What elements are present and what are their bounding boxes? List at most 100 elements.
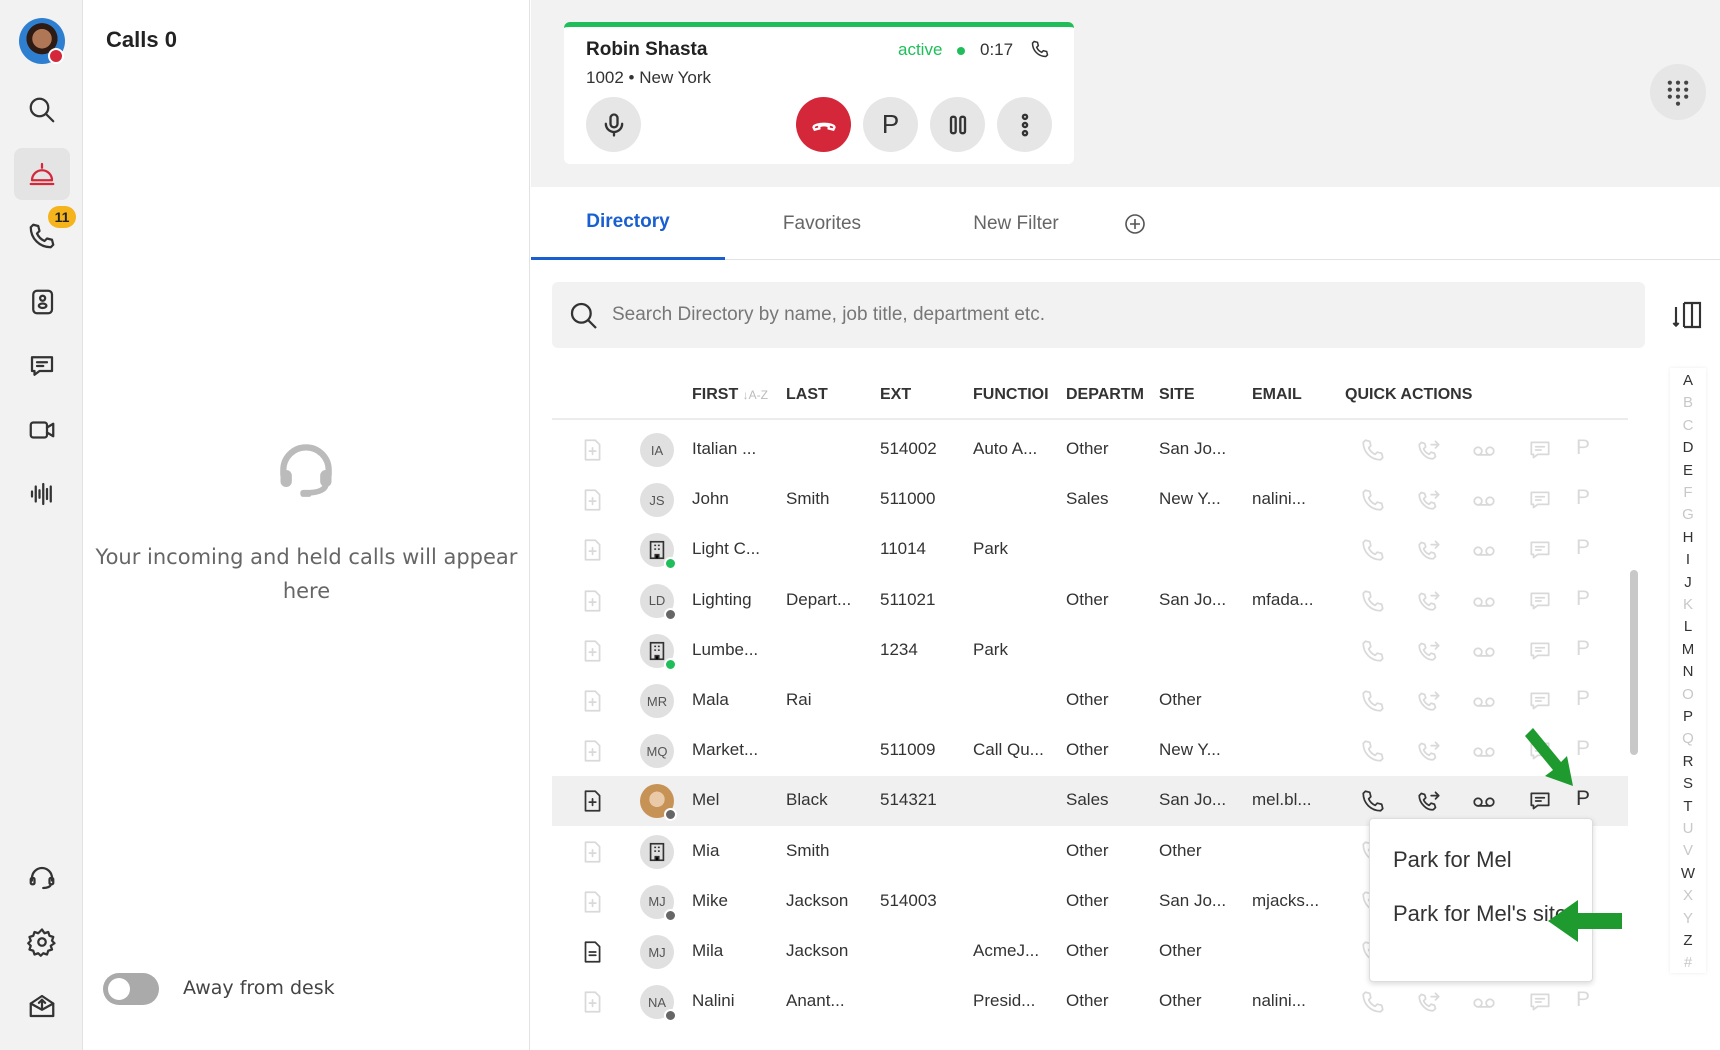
alphabet-letter[interactable]: X: [1682, 887, 1693, 905]
chat-button[interactable]: [1527, 638, 1553, 664]
alphabet-letter[interactable]: G: [1682, 506, 1694, 524]
transfer-button[interactable]: [1416, 437, 1442, 463]
voicemail-button[interactable]: [1471, 537, 1497, 563]
voicemail-button[interactable]: [1471, 487, 1497, 513]
sidebar-front-desk[interactable]: [14, 148, 70, 200]
alphabet-letter[interactable]: B: [1682, 394, 1693, 412]
call-button[interactable]: [1360, 638, 1386, 664]
alphabet-letter[interactable]: Y: [1682, 909, 1693, 927]
alphabet-letter[interactable]: L: [1683, 618, 1693, 636]
call-button[interactable]: [1360, 487, 1386, 513]
sidebar-voice[interactable]: [14, 468, 70, 520]
mute-button[interactable]: [586, 97, 641, 152]
sidebar-calls[interactable]: [14, 210, 70, 262]
add-filter-icon[interactable]: [1123, 212, 1147, 236]
sidebar-update[interactable]: [14, 980, 70, 1032]
transfer-button[interactable]: [1416, 788, 1442, 814]
call-button[interactable]: [1360, 788, 1386, 814]
alphabet-letter[interactable]: Z: [1683, 932, 1693, 949]
transfer-button[interactable]: [1416, 989, 1442, 1015]
contact-card-button[interactable]: [579, 487, 605, 513]
transfer-button[interactable]: [1416, 738, 1442, 764]
park-button[interactable]: P: [1576, 737, 1591, 761]
header-last[interactable]: LAST: [786, 386, 828, 403]
alphabet-letter[interactable]: M: [1681, 640, 1695, 658]
header-department[interactable]: DEPARTM: [1066, 386, 1144, 403]
alphabet-letter[interactable]: #: [1683, 954, 1693, 972]
park-button[interactable]: P: [1576, 436, 1591, 459]
park-button[interactable]: P: [1576, 486, 1591, 510]
table-row[interactable]: LD Lighting Depart... 511021 Other San Jo... m…: [552, 576, 1628, 626]
alphabet-letter[interactable]: N: [1682, 663, 1694, 681]
away-from-desk-toggle[interactable]: [103, 973, 159, 1005]
voicemail-button[interactable]: [1471, 638, 1497, 664]
header-email[interactable]: EMAIL: [1252, 386, 1302, 403]
chat-button[interactable]: [1527, 537, 1553, 563]
alphabet-letter[interactable]: A: [1682, 372, 1693, 389]
alphabet-letter[interactable]: R: [1682, 752, 1694, 770]
tab-new-filter[interactable]: New Filter: [973, 212, 1059, 234]
sidebar-video[interactable]: [14, 404, 70, 456]
transfer-button[interactable]: [1416, 638, 1442, 664]
park-button[interactable]: P: [1576, 586, 1591, 610]
call-button[interactable]: [1360, 437, 1386, 463]
transfer-button[interactable]: [1416, 537, 1442, 563]
column-settings-icon[interactable]: [1672, 298, 1704, 332]
dialpad-button[interactable]: [1650, 64, 1706, 120]
hangup-button[interactable]: [796, 97, 851, 152]
park-button[interactable]: P: [863, 97, 918, 152]
alphabet-letter[interactable]: S: [1682, 775, 1693, 793]
alphabet-letter[interactable]: Q: [1682, 730, 1694, 748]
header-function[interactable]: FUNCTIOI: [973, 386, 1049, 403]
hold-button[interactable]: [930, 97, 985, 152]
call-button[interactable]: [1360, 688, 1386, 714]
sidebar-settings[interactable]: [14, 916, 70, 968]
table-row[interactable]: Lumbe... 1234 Park P: [552, 626, 1628, 676]
chat-button[interactable]: [1527, 487, 1553, 513]
alphabet-letter[interactable]: V: [1682, 842, 1693, 860]
park-for-site-option[interactable]: Park for Mel's site: [1393, 901, 1568, 926]
contact-card-button[interactable]: [579, 889, 605, 915]
alphabet-letter[interactable]: J: [1684, 573, 1692, 591]
table-row[interactable]: MQ Market... 511009 Call Qu... Other New Y...…: [552, 726, 1628, 776]
table-row[interactable]: JS John Smith 511000 Sales New Y... nalini... P: [552, 475, 1628, 525]
alphabet-letter[interactable]: E: [1682, 461, 1693, 479]
chat-button[interactable]: [1527, 688, 1553, 714]
voicemail-button[interactable]: [1471, 588, 1497, 614]
alphabet-letter[interactable]: H: [1682, 528, 1694, 546]
sidebar-chat[interactable]: [14, 340, 70, 392]
call-button[interactable]: [1360, 588, 1386, 614]
contact-card-button[interactable]: [579, 839, 605, 865]
contact-card-button[interactable]: [579, 588, 605, 614]
table-row[interactable]: NA Nalini Anant... Presid... Other Other nalin…: [552, 977, 1628, 1027]
voicemail-button[interactable]: [1471, 437, 1497, 463]
call-button[interactable]: [1360, 738, 1386, 764]
park-button[interactable]: P: [1576, 687, 1591, 710]
chat-button[interactable]: [1527, 588, 1553, 614]
contact-card-button[interactable]: [579, 788, 605, 814]
contact-card-button[interactable]: [579, 537, 605, 563]
contact-card-button[interactable]: [579, 738, 605, 764]
park-button[interactable]: P: [1576, 988, 1591, 1012]
voicemail-button[interactable]: [1471, 788, 1497, 814]
voicemail-button[interactable]: [1471, 989, 1497, 1015]
park-button[interactable]: P: [1576, 787, 1591, 811]
sidebar-search[interactable]: [14, 84, 70, 136]
table-scrollbar[interactable]: [1630, 570, 1638, 755]
contact-card-button[interactable]: [579, 437, 605, 463]
voicemail-button[interactable]: [1471, 688, 1497, 714]
alphabet-letter[interactable]: U: [1682, 820, 1694, 837]
park-button[interactable]: P: [1576, 636, 1591, 660]
alphabet-letter[interactable]: O: [1682, 685, 1694, 703]
table-row[interactable]: Light C... 11014 Park P: [552, 525, 1628, 575]
transfer-button[interactable]: [1416, 588, 1442, 614]
tab-favorites[interactable]: Favorites: [782, 212, 862, 234]
voicemail-button[interactable]: [1471, 738, 1497, 764]
header-ext[interactable]: EXT: [880, 386, 912, 403]
header-site[interactable]: SITE: [1159, 386, 1195, 403]
chat-button[interactable]: [1527, 788, 1553, 814]
park-for-user-option[interactable]: Park for Mel: [1393, 847, 1512, 872]
alphabet-letter[interactable]: I: [1685, 551, 1691, 569]
sidebar-contacts[interactable]: [14, 276, 70, 328]
